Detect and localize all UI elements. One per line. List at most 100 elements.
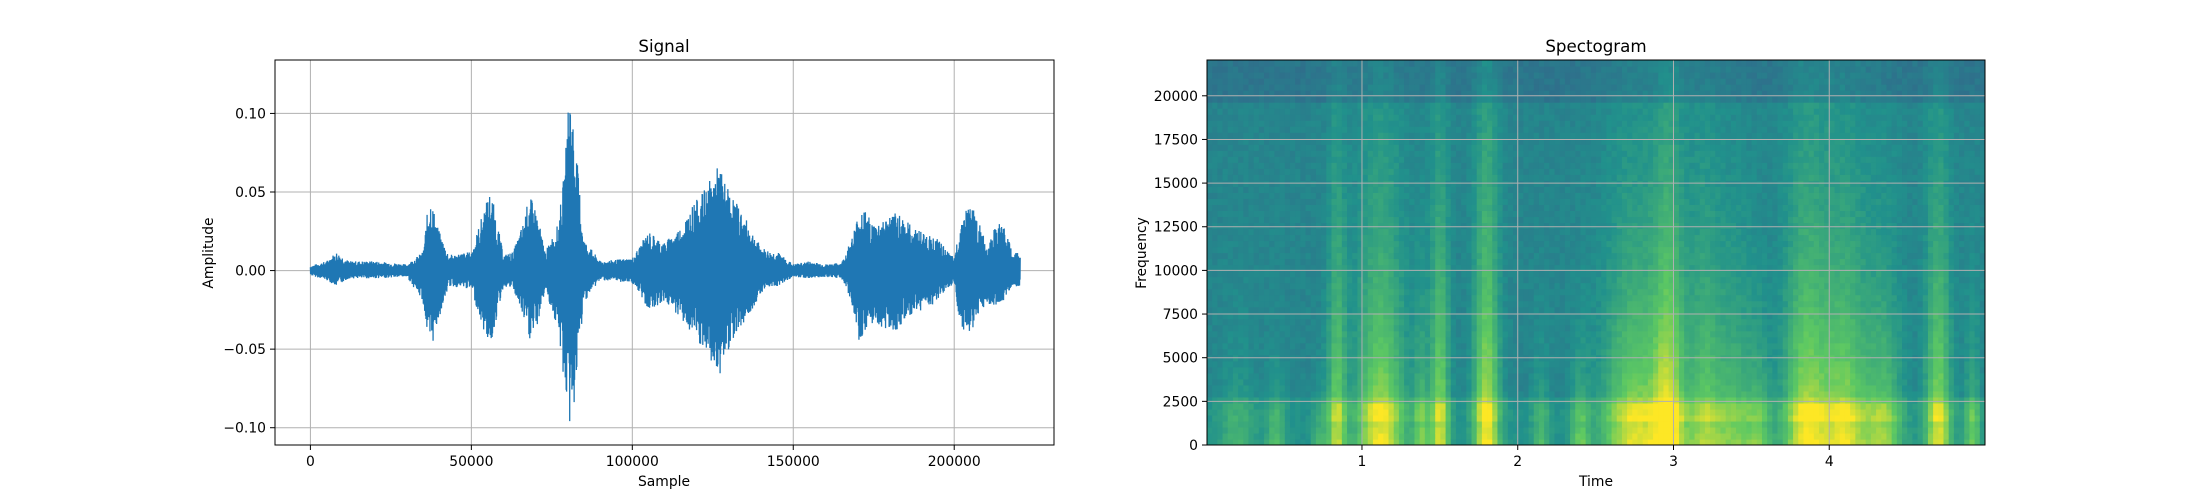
spectrogram-cell (1274, 60, 1281, 67)
spectrogram-cell (1227, 432, 1234, 440)
spectrogram-cell (1518, 306, 1524, 314)
spectrogram-cell (1445, 150, 1452, 157)
spectrogram-cell (1476, 204, 1483, 211)
spectrogram-cell (1264, 324, 1270, 332)
spectrogram-cell (1507, 216, 1514, 224)
spectrogram-cell (1341, 84, 1348, 91)
spectrogram-cell (1264, 390, 1270, 398)
spectrogram-cell (1388, 276, 1395, 284)
spectrogram-cell (1248, 198, 1255, 205)
spectrogram-cell (1497, 246, 1504, 254)
spectrogram-cell (1455, 348, 1462, 356)
spectrogram-cell (1305, 408, 1312, 416)
spectrogram-cell (1575, 174, 1582, 181)
spectrogram-cell (1274, 210, 1281, 218)
spectrogram-cell (1295, 414, 1301, 422)
spectrogram-cell (1601, 102, 1607, 109)
spectrogram-cell (1352, 222, 1359, 230)
spectrogram-cell (1471, 402, 1478, 410)
spectrogram-cell (1549, 366, 1556, 374)
spectrogram-cell (1289, 270, 1296, 278)
spectrogram-cell (1585, 96, 1592, 103)
spectrogram-cell (1606, 294, 1613, 302)
spectrogram-cell (1471, 420, 1478, 428)
spectrogram-cell (1217, 156, 1224, 163)
spectrogram-cell (1284, 390, 1291, 398)
spectrogram-cell (1378, 204, 1384, 211)
spectrogram-cell (1217, 150, 1224, 157)
spectrogram-cell (1393, 174, 1400, 181)
spectrogram-cell (1321, 108, 1327, 115)
spectrogram-cell (1461, 432, 1467, 440)
spectrogram-cell (1601, 150, 1607, 157)
spectrogram-cell (1430, 348, 1436, 356)
spectrogram-cell (1352, 258, 1359, 266)
spectrogram-cell (1398, 324, 1405, 332)
spectrogram-cell (1274, 120, 1281, 127)
spectrogram-cell (1414, 186, 1421, 193)
spectrogram-cell (1476, 228, 1483, 236)
spectrogram-cell (1295, 186, 1301, 193)
spectrogram-cell (1321, 90, 1327, 97)
spectrogram-cell (1284, 210, 1291, 218)
spectrogram-cell (1513, 78, 1519, 85)
spectrogram-cell (1212, 162, 1218, 169)
spectrogram-cell (1533, 234, 1540, 242)
spectrogram-cell (1435, 156, 1441, 163)
spectrogram-cell (1217, 162, 1224, 169)
spectrogram-cell (1445, 240, 1452, 248)
spectrogram-cell (1502, 222, 1509, 230)
spectrogram-cell (1295, 348, 1301, 356)
spectrogram-cell (1570, 222, 1576, 230)
spectrogram-cell (1222, 246, 1229, 254)
spectrogram-cell (1435, 294, 1441, 302)
spectrogram-cell (1279, 84, 1286, 91)
spectrogram-cell (1362, 246, 1369, 254)
spectrogram-cell (1227, 360, 1234, 368)
spectrogram-cell (1274, 282, 1281, 290)
spectrogram-cell (1502, 186, 1509, 193)
spectrogram-cell (1341, 114, 1348, 121)
spectrogram-cell (1227, 258, 1234, 266)
spectrogram-cell (1596, 432, 1602, 440)
spectrogram-cell (1450, 276, 1457, 284)
spectrogram-cell (1450, 378, 1457, 386)
spectrogram-cell (1414, 252, 1421, 260)
spectrogram-cell (1398, 336, 1405, 344)
spectrogram-cell (1274, 300, 1281, 308)
spectrogram-cell (1357, 330, 1364, 338)
spectrogram-cell (1227, 312, 1234, 320)
spectrogram-cell (1487, 312, 1493, 320)
spectrogram-cell (1554, 426, 1561, 434)
spectrogram-cell (1248, 264, 1255, 272)
spectrogram-cell (1393, 378, 1400, 386)
spectrogram-cell (1253, 324, 1260, 332)
spectrogram-cell (1300, 156, 1307, 163)
spectrogram-cell (1549, 438, 1556, 445)
spectrogram-cell (1419, 420, 1426, 428)
spectrogram-cell (1372, 234, 1379, 242)
spectrogram-cell (1315, 102, 1322, 109)
spectrogram-cell (1419, 144, 1426, 151)
spectrogram-cell (1414, 198, 1421, 205)
spectrogram-cell (1450, 186, 1457, 193)
spectrogram-cell (1476, 174, 1483, 181)
spectrogram-cell (1523, 282, 1530, 290)
spectrogram-cell (1207, 222, 1213, 230)
spectrogram-cell (1258, 318, 1265, 326)
spectrogram-cell (1341, 342, 1348, 350)
spectrogram-cell (1409, 306, 1416, 314)
spectrogram-cell (1544, 234, 1550, 242)
spectrogram-cell (1352, 342, 1359, 350)
spectrogram-cell (1606, 342, 1613, 350)
spectrogram-cell (1300, 396, 1307, 404)
spectrogram-cell (1580, 384, 1587, 392)
spectrogram-cell (1513, 198, 1519, 205)
spectrogram-cell (1528, 408, 1535, 416)
spectrogram-cell (1528, 144, 1535, 151)
spectrogram-cell (1357, 360, 1364, 368)
spectrogram-cell (1544, 432, 1550, 440)
spectrogram-cell (1538, 366, 1545, 374)
spectrogram-cell (1513, 150, 1519, 157)
spectrogram-cell (1559, 288, 1566, 296)
